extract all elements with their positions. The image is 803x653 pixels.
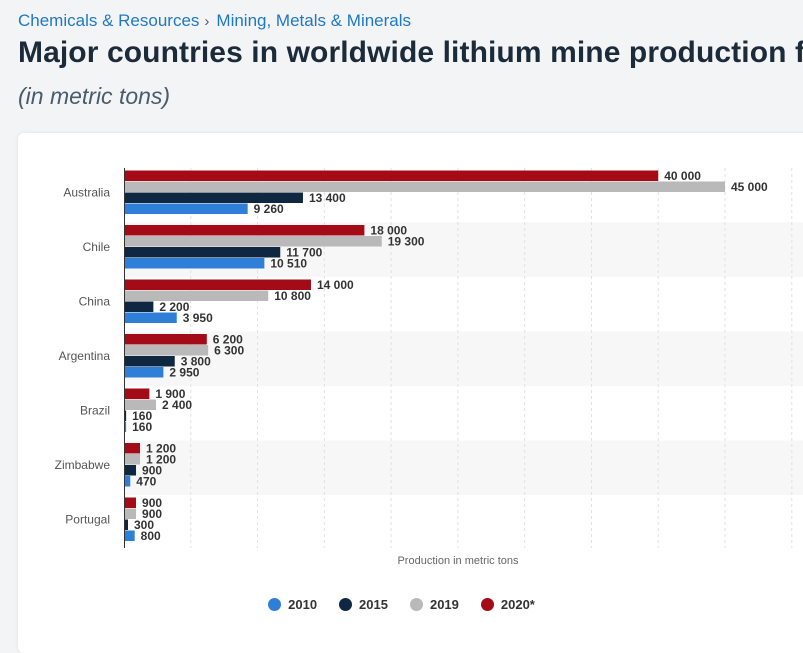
legend-item-2010[interactable]: 2010 [268,597,317,612]
bar-china-2019 [124,290,269,301]
legend-marker-2019 [409,598,423,611]
category-label: China [79,294,111,308]
bar-brazil-2019 [124,399,157,410]
bar-argentina-2015 [124,356,175,367]
data-label: 9 260 [254,202,284,216]
bar-brazil-2010 [124,421,127,432]
bar-china-2010 [124,312,177,323]
bar-portugal-2019 [124,508,137,519]
data-label: 40 000 [664,169,701,183]
data-label: 1 200 [146,453,176,467]
legend-label-2020: 2020* [500,597,535,612]
legend-label-2010: 2010 [288,597,318,612]
bar-chile-2015 [124,247,281,258]
bar-china-2015 [124,301,154,312]
category-label: Chile [83,240,111,254]
bar-zimbabwe-2015 [124,465,137,476]
category-label: Brazil [80,403,110,417]
breadcrumb-separator: › [204,13,210,30]
data-label: 10 800 [274,289,311,303]
data-label: 45 000 [731,180,768,194]
legend-item-2020[interactable]: 2020* [480,597,535,612]
bar-zimbabwe-2010 [124,476,131,487]
data-label: 13 400 [309,191,346,205]
data-label: 3 800 [181,355,211,369]
bar-portugal-2010 [124,530,135,541]
page-title: Major countries in worldwide lithium min… [18,36,803,69]
breadcrumb-item-mining[interactable]: Mining, Metals & Minerals [216,11,412,30]
data-label: 800 [141,529,161,543]
bar-argentina-2020 [124,334,207,345]
legend-item-2019[interactable]: 2019 [409,597,459,612]
data-label: 2 200 [159,300,189,314]
data-label: 160 [132,420,152,434]
legend-item-2015[interactable]: 2015 [339,597,388,612]
bar-australia-2015 [124,192,303,203]
bar-australia-2019 [124,181,725,192]
bar-argentina-2010 [124,367,164,378]
bar-chart: 40 000 45 000 13 400 9 260 Australia 18 00019… [54,168,803,567]
data-label: 1 900 [155,387,185,401]
bar-australia-2010 [124,203,248,214]
data-label: 1 200 [146,442,176,456]
legend-marker-2010 [268,598,282,611]
category-label: Portugal [65,512,110,526]
category-label: Argentina [59,349,111,363]
data-label: 14 000 [317,278,354,292]
data-label: 470 [136,475,156,489]
data-label: 6 300 [214,344,244,358]
bar-chile-2020 [124,225,365,236]
bar-chile-2019 [124,236,382,247]
bar-argentina-2019 [124,345,209,356]
legend-marker-2015 [339,598,353,611]
data-label: 900 [142,507,162,521]
data-label: 19 300 [388,235,425,249]
data-label: 3 950 [183,311,213,325]
bar-portugal-2020 [124,497,137,508]
data-label: 160 [132,409,152,423]
data-label: 18 000 [370,224,407,238]
x-axis-title: Production in metric tons [397,555,519,567]
legend-label-2019: 2019 [429,597,459,612]
data-label: 900 [142,496,162,510]
data-label: 2 950 [169,366,199,380]
legend-label-2015: 2015 [359,597,388,612]
data-label: 300 [134,518,154,532]
data-label: 6 200 [213,333,243,347]
data-label: 11 700 [286,246,322,260]
breadcrumb: Chemicals & Resources › Mining, Metals & M… [18,11,411,31]
page-subtitle: (in metric tons) [18,83,171,109]
bar-china-2020 [124,279,311,290]
bar-zimbabwe-2020 [124,443,141,454]
data-label: 2 400 [162,398,192,412]
category-label: Australia [63,185,110,199]
category-band [124,440,803,495]
category-label: Zimbabwe [55,458,111,472]
bar-brazil-2015 [124,410,127,421]
bar-zimbabwe-2019 [124,454,141,465]
category-band [124,331,803,386]
bar-brazil-2020 [124,388,150,399]
breadcrumb-item-chemicals[interactable]: Chemicals & Resources [18,11,200,30]
bar-portugal-2015 [124,519,129,530]
data-label: 900 [142,464,162,478]
chart-legend: 2010 2015 2019 2020* [0,597,803,612]
bar-chile-2010 [124,258,265,269]
data-label: 10 510 [270,257,307,271]
legend-marker-2020 [480,598,494,611]
bar-australia-2020 [124,170,659,181]
